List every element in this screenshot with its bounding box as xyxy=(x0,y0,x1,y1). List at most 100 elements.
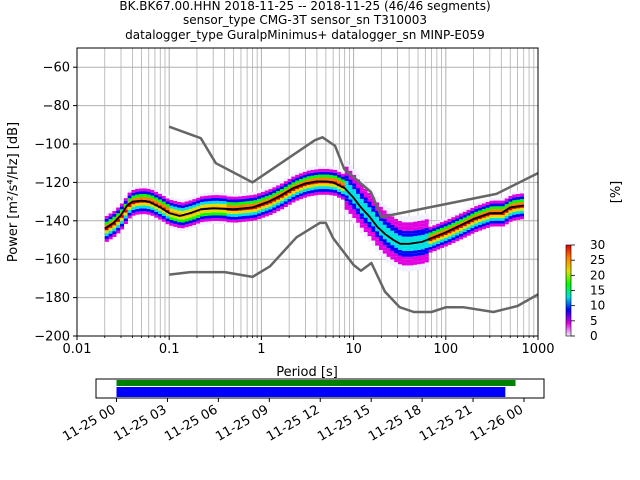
heatmap-cell xyxy=(321,191,326,195)
heatmap-cell xyxy=(439,242,445,246)
heatmap-cell xyxy=(108,216,113,220)
heatmap-cell xyxy=(481,217,486,221)
heatmap-cell xyxy=(310,184,315,188)
heatmap-cell xyxy=(203,192,208,196)
heatmap-cell xyxy=(420,220,425,224)
heatmap-cell xyxy=(378,203,384,207)
heatmap-cell xyxy=(382,204,387,208)
heatmap-cell xyxy=(112,234,117,237)
heatmap-cell xyxy=(443,243,448,247)
heatmap-cell xyxy=(367,210,372,214)
heatmap-cell xyxy=(249,197,254,201)
heatmap-cell xyxy=(184,215,189,219)
heatmap-cell xyxy=(405,225,410,228)
heatmap-cell xyxy=(180,210,186,214)
heatmap-cell xyxy=(451,222,456,226)
heatmap-cell xyxy=(497,223,502,227)
heatmap-cell xyxy=(348,196,353,200)
heatmap-cell xyxy=(436,232,441,236)
heatmap-cell xyxy=(371,214,376,218)
heatmap-cell xyxy=(458,236,464,240)
heatmap-cell xyxy=(398,264,403,268)
heatmap-cell xyxy=(382,239,387,243)
heatmap-cell xyxy=(413,227,418,231)
heatmap-cell xyxy=(367,207,372,211)
heatmap-cell xyxy=(371,206,376,209)
heatmap-cell xyxy=(348,167,353,171)
heatmap-cell xyxy=(401,219,406,223)
heatmap-cell xyxy=(192,222,197,225)
heatmap-cell xyxy=(516,191,521,194)
heatmap-cell xyxy=(169,217,174,221)
heatmap-cell xyxy=(417,232,422,236)
heatmap-cell xyxy=(428,229,433,233)
heatmap-cell xyxy=(489,220,494,224)
heatmap-cell xyxy=(417,226,422,230)
heatmap-cell xyxy=(116,213,121,217)
heatmap-cell xyxy=(199,213,205,217)
heatmap-cell xyxy=(253,203,258,207)
heatmap-cell xyxy=(272,210,277,214)
heatmap-cell xyxy=(302,183,307,187)
heatmap-cell xyxy=(260,188,266,192)
heatmap-cell xyxy=(344,175,349,179)
colorbar-tick-label: 15 xyxy=(590,284,605,298)
heatmap-cell xyxy=(169,202,174,206)
heatmap-cell xyxy=(394,262,399,265)
heatmap-cell xyxy=(150,207,155,211)
heatmap-cell xyxy=(253,206,258,209)
heatmap-cell xyxy=(356,173,361,177)
heatmap-cell xyxy=(497,220,502,224)
heatmap-cell xyxy=(119,226,125,230)
heatmap-cell xyxy=(253,194,258,198)
heatmap-cell xyxy=(394,233,399,237)
heatmap-cell xyxy=(249,203,254,207)
heatmap-cell xyxy=(382,213,387,217)
heatmap-cell xyxy=(123,195,128,199)
heatmap-cell xyxy=(375,202,380,206)
heatmap-cell xyxy=(211,215,216,219)
heatmap-cell xyxy=(158,196,163,200)
heatmap-cell xyxy=(295,192,300,195)
heatmap-cell xyxy=(310,169,315,173)
heatmap-cell xyxy=(386,233,391,237)
heatmap-cell xyxy=(302,168,307,172)
heatmap-cell xyxy=(222,192,227,196)
heatmap-cell xyxy=(112,213,117,217)
y-tick-label: −120 xyxy=(34,176,70,191)
heatmap-cell xyxy=(268,189,273,192)
heatmap-cell xyxy=(150,189,155,193)
heatmap-cell xyxy=(451,228,456,232)
heatmap-cell xyxy=(390,230,395,234)
heatmap-cell xyxy=(310,190,315,193)
heatmap-cell xyxy=(333,175,338,179)
heatmap-cell xyxy=(375,219,380,223)
heatmap-cell xyxy=(245,198,250,202)
heatmap-cell xyxy=(321,189,326,192)
heatmap-cell xyxy=(489,209,494,213)
heatmap-cell xyxy=(512,217,517,221)
heatmap-cell xyxy=(348,208,353,212)
heatmap-cell xyxy=(180,222,186,226)
x-tick-label: 1 xyxy=(257,342,265,357)
heatmap-cell xyxy=(253,191,258,195)
heatmap-cell xyxy=(215,197,220,201)
heatmap-cell xyxy=(142,211,147,215)
heatmap-cell xyxy=(493,217,498,221)
heatmap-cell xyxy=(272,195,277,199)
heatmap-cell xyxy=(257,193,262,197)
heatmap-cell xyxy=(306,170,311,174)
heatmap-cell xyxy=(371,208,376,212)
heatmap-cell xyxy=(428,235,433,239)
heatmap-cell xyxy=(306,190,311,194)
heatmap-cell xyxy=(226,196,231,200)
heatmap-cell xyxy=(352,192,357,195)
heatmap-cell xyxy=(287,193,292,197)
heatmap-cell xyxy=(310,167,315,170)
heatmap-cell xyxy=(211,203,216,207)
heatmap-cell xyxy=(481,212,486,215)
heatmap-cell xyxy=(417,229,422,233)
heatmap-cell xyxy=(150,198,155,202)
heatmap-cell xyxy=(451,217,456,220)
heatmap-cell xyxy=(367,227,372,231)
